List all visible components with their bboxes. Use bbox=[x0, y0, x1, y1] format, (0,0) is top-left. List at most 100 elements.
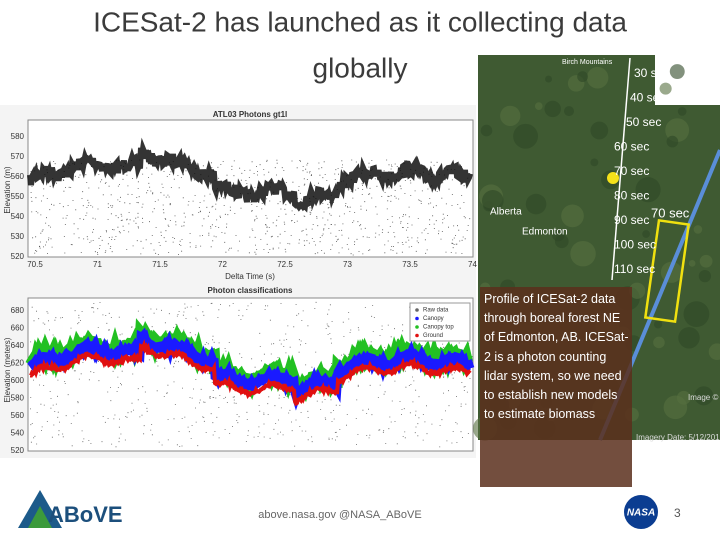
x-tick-label: 73.5 bbox=[402, 260, 418, 269]
logo-text: ABoVE bbox=[48, 502, 123, 527]
place-label: Alberta bbox=[490, 207, 522, 218]
class-band bbox=[27, 327, 475, 411]
x-tick-label: 74 bbox=[468, 260, 477, 269]
y-tick-label: 560 bbox=[11, 411, 25, 420]
legend-marker bbox=[415, 308, 419, 312]
surface-photons bbox=[27, 137, 473, 213]
class-band bbox=[29, 339, 472, 407]
x-tick-label: 70.5 bbox=[27, 260, 43, 269]
time-label: 70 sec bbox=[614, 164, 649, 178]
marker bbox=[607, 172, 619, 184]
legend-marker bbox=[415, 325, 419, 329]
map-texture bbox=[669, 64, 685, 80]
x-axis-label: Delta Time (s) bbox=[225, 272, 275, 281]
legend-label: Canopy top bbox=[423, 325, 454, 331]
time-label: 50 sec bbox=[626, 115, 661, 129]
y-tick-label: 580 bbox=[11, 394, 25, 403]
selection-box bbox=[643, 218, 691, 324]
map-texture bbox=[482, 190, 504, 212]
map-texture bbox=[586, 66, 609, 89]
map-texture bbox=[678, 327, 700, 349]
map-texture bbox=[480, 124, 493, 137]
map-texture bbox=[699, 254, 713, 268]
map-texture bbox=[688, 260, 696, 267]
title-line-2: globally bbox=[313, 52, 408, 83]
time-label: 30 sec bbox=[634, 66, 669, 80]
map-texture bbox=[629, 282, 646, 299]
map-texture bbox=[513, 123, 538, 149]
time-label: 110 sec bbox=[614, 262, 655, 276]
map-texture bbox=[564, 106, 575, 117]
y-tick-label: 620 bbox=[11, 359, 25, 368]
y-tick-label: 540 bbox=[11, 429, 25, 438]
x-tick-label: 72 bbox=[218, 260, 227, 269]
plot-title: Photon classifications bbox=[208, 286, 293, 295]
legend-marker bbox=[415, 316, 419, 321]
map-texture bbox=[693, 225, 703, 234]
y-tick-label: 550 bbox=[11, 192, 25, 201]
legend-label: Canopy bbox=[423, 316, 444, 322]
x-tick-label: 71 bbox=[93, 260, 102, 269]
map-texture bbox=[534, 102, 543, 110]
place-label: Birch Mountains bbox=[562, 59, 613, 66]
map-texture bbox=[554, 234, 569, 249]
page-number: 3 bbox=[674, 506, 681, 520]
map-texture bbox=[545, 75, 553, 83]
nasa-text: NASA bbox=[627, 508, 655, 519]
y-tick-label: 570 bbox=[11, 152, 25, 161]
map-texture bbox=[698, 270, 712, 283]
map-texture bbox=[570, 240, 596, 267]
legend-label: Raw data bbox=[423, 308, 449, 314]
y-axis-label: Elevation (m) bbox=[3, 166, 12, 213]
time-label: 90 sec bbox=[614, 213, 649, 227]
y-tick-label: 540 bbox=[11, 212, 25, 221]
legend-box bbox=[409, 302, 471, 342]
caption-frame: Profile of ICESat-2 data through boreal … bbox=[484, 292, 629, 422]
map-texture bbox=[590, 158, 599, 167]
y-tick-label: 660 bbox=[11, 324, 25, 333]
time-label: 100 sec bbox=[614, 238, 656, 252]
map-texture bbox=[708, 343, 720, 361]
caption: Profile of ICESat-2 data through boreal … bbox=[484, 292, 629, 422]
legend-marker bbox=[415, 333, 419, 338]
map-texture bbox=[683, 301, 710, 327]
map-texture bbox=[653, 320, 663, 329]
nasa-logo bbox=[624, 495, 658, 529]
map-texture bbox=[653, 336, 665, 349]
y-tick-label: 520 bbox=[11, 252, 25, 261]
y-tick-label: 600 bbox=[11, 376, 25, 385]
y-tick-label: 560 bbox=[11, 172, 25, 181]
logo-tree bbox=[28, 506, 52, 528]
time-label: 60 sec bbox=[614, 140, 649, 154]
place-label: Edmonton bbox=[522, 227, 568, 238]
map-texture bbox=[663, 395, 688, 420]
bottom-plot: Photon classifications 680 660 640 620 600 580… bbox=[0, 283, 476, 458]
map-texture bbox=[635, 177, 661, 203]
time-label: 80 sec bbox=[614, 189, 649, 203]
box-label: 70 sec bbox=[651, 205, 690, 220]
plot-title: ATL03 Photons gt1l bbox=[213, 110, 288, 119]
time-label: 40 sec bbox=[630, 91, 665, 105]
map-texture bbox=[525, 193, 547, 215]
map-texture bbox=[666, 135, 679, 148]
map-texture bbox=[590, 121, 609, 140]
legend-label: Ground bbox=[423, 333, 443, 339]
y-tick-label: 520 bbox=[11, 446, 25, 455]
map-texture bbox=[677, 107, 687, 116]
x-tick-label: 73 bbox=[343, 260, 352, 269]
map-texture bbox=[544, 100, 561, 118]
x-tick-label: 72.5 bbox=[277, 260, 293, 269]
imagery-date: Imagery Date: 5/12/2016 bbox=[636, 433, 720, 442]
y-axis-label: Elevation (meters) bbox=[3, 337, 12, 402]
caption-box bbox=[480, 287, 632, 487]
title-line-1: ICESat-2 has launched as it collecting d… bbox=[93, 6, 627, 37]
footer-url: above.nasa.gov @NASA_ABoVE bbox=[258, 509, 421, 521]
map-texture bbox=[577, 71, 588, 83]
track bbox=[611, 57, 631, 281]
x-tick-label: 71.5 bbox=[152, 260, 168, 269]
y-tick-label: 680 bbox=[11, 306, 25, 315]
y-tick-label: 530 bbox=[11, 232, 25, 241]
map-texture bbox=[500, 105, 521, 127]
top-plot: ATL03 Photons gt1l5805705605505405305207… bbox=[0, 105, 477, 283]
